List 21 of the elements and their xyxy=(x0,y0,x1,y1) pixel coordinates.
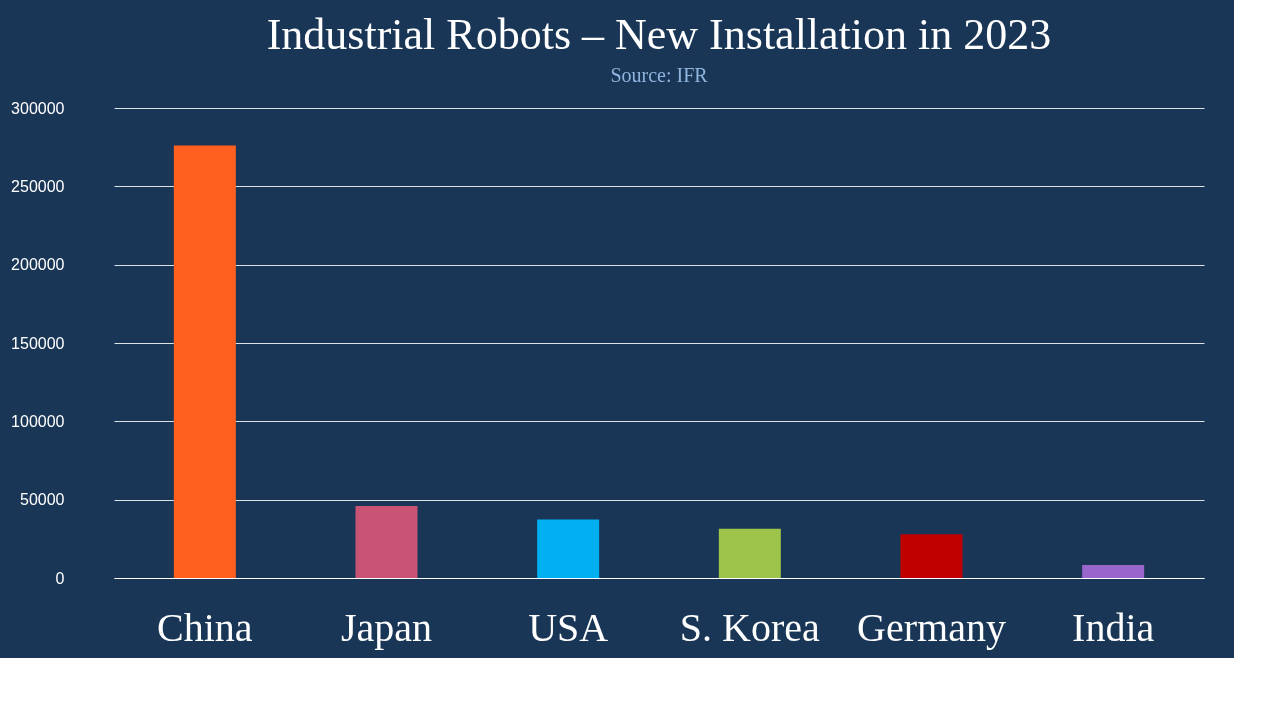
x-tick-label: Japan xyxy=(340,604,433,650)
bar xyxy=(718,528,781,578)
x-tick-label: Germany xyxy=(857,604,1006,650)
y-tick-label: 300000 xyxy=(11,99,65,117)
y-tick-label: 50000 xyxy=(20,491,65,509)
bar xyxy=(173,145,236,578)
bar xyxy=(537,519,600,578)
bar xyxy=(355,505,418,578)
x-tick-label: USA xyxy=(528,604,609,650)
chart-title: Industrial Robots – New Installation in 2023 xyxy=(266,10,1052,59)
chart-subtitle: Source: IFR xyxy=(610,64,709,86)
x-tick-label: India xyxy=(1072,604,1155,650)
y-tick-label: 250000 xyxy=(11,177,65,195)
y-tick-label: 200000 xyxy=(11,256,65,274)
y-tick-label: 0 xyxy=(55,569,65,587)
bar xyxy=(1082,565,1145,578)
y-tick-label: 100000 xyxy=(11,412,65,430)
x-tick-label: S. Korea xyxy=(679,604,821,650)
bar xyxy=(900,534,963,578)
x-tick-label: China xyxy=(157,604,253,650)
y-tick-label: 150000 xyxy=(11,334,65,352)
